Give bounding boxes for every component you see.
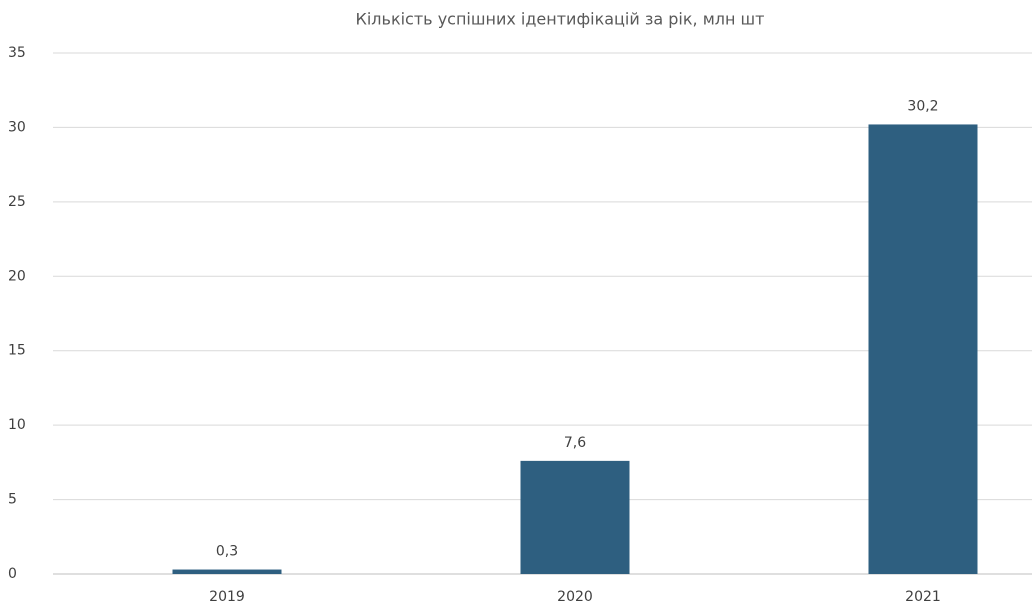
chart-title: Кількість успішних ідентифікацій за рік,… [355, 10, 764, 29]
data-label: 30,2 [907, 98, 938, 114]
data-label: 7,6 [564, 435, 586, 451]
x-tick-label: 2020 [557, 589, 593, 604]
bar [868, 124, 978, 575]
bar [172, 569, 282, 574]
bar [520, 460, 630, 574]
y-tick-label: 20 [8, 268, 26, 284]
data-label: 0,3 [216, 544, 238, 560]
y-tick-label: 5 [8, 492, 17, 508]
x-tick-label: 2019 [209, 589, 245, 604]
y-tick-label: 15 [8, 343, 26, 359]
x-tick-label: 2021 [905, 589, 941, 604]
y-tick-label: 35 [8, 45, 26, 61]
y-tick-label: 0 [8, 566, 17, 582]
y-tick-label: 25 [8, 194, 26, 210]
y-tick-label: 30 [8, 119, 26, 135]
y-tick-label: 10 [8, 417, 26, 433]
